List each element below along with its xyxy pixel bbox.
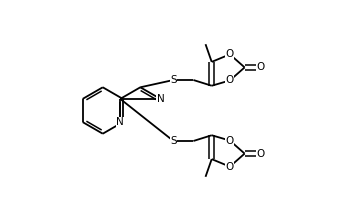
Text: O: O: [226, 49, 234, 59]
Text: O: O: [226, 135, 234, 146]
Text: O: O: [257, 149, 265, 159]
Text: N: N: [156, 94, 164, 104]
Text: N: N: [116, 117, 124, 127]
Text: S: S: [170, 136, 177, 146]
Text: O: O: [226, 75, 234, 86]
Text: S: S: [170, 75, 177, 85]
Text: O: O: [226, 162, 234, 172]
Text: O: O: [257, 62, 265, 72]
